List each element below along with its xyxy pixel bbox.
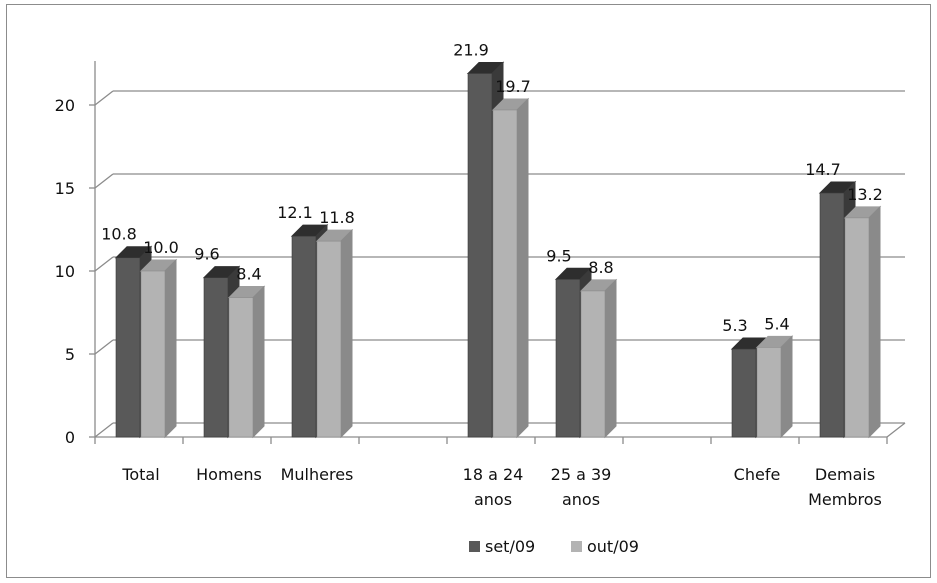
gridline-side bbox=[94, 339, 114, 355]
data-label: 5.4 bbox=[764, 314, 789, 333]
data-label: 14.7 bbox=[805, 160, 841, 179]
x-category-label: Demais bbox=[815, 465, 875, 484]
bar-side bbox=[252, 285, 265, 439]
gridline-side bbox=[94, 173, 114, 189]
legend-swatch bbox=[571, 541, 582, 552]
bar bbox=[580, 290, 606, 438]
data-label: 10.0 bbox=[143, 238, 179, 257]
bar bbox=[316, 240, 342, 438]
bar bbox=[140, 270, 166, 438]
bar bbox=[731, 348, 757, 438]
bar bbox=[228, 297, 254, 438]
data-label: 19.7 bbox=[495, 77, 531, 96]
bar-side bbox=[604, 278, 617, 439]
gridline-side bbox=[94, 90, 114, 106]
gridline-side bbox=[94, 422, 114, 438]
legend-label: out/09 bbox=[587, 537, 639, 556]
bar bbox=[467, 73, 493, 438]
bar-side bbox=[868, 205, 881, 439]
bar-side bbox=[164, 258, 177, 439]
x-category-label: Homens bbox=[196, 465, 262, 484]
bar bbox=[492, 109, 518, 438]
column-chart: 0 5 10 15 20 Total Homens Mulheres 18 a 24 anos 25… bbox=[55, 40, 906, 556]
x-category-label: Mulheres bbox=[281, 465, 354, 484]
x-category-label: 18 a 24 bbox=[463, 465, 524, 484]
data-label: 9.6 bbox=[194, 245, 219, 264]
x-category-label: Membros bbox=[808, 490, 882, 509]
data-label: 21.9 bbox=[453, 40, 489, 59]
bar bbox=[844, 217, 870, 438]
bar-side bbox=[780, 335, 793, 439]
data-labels: 10.8 10.0 9.6 8.4 12.1 11.8 21.9 19.7 9.5 8.8 5.3 5… bbox=[101, 40, 883, 335]
data-label: 10.8 bbox=[101, 225, 137, 244]
legend-swatch bbox=[469, 541, 480, 552]
data-label: 9.5 bbox=[546, 246, 571, 265]
bar bbox=[203, 277, 229, 438]
x-category-label: anos bbox=[474, 490, 512, 509]
bar bbox=[756, 347, 782, 438]
data-label: 13.2 bbox=[847, 185, 883, 204]
x-category-label: 25 a 39 bbox=[551, 465, 612, 484]
data-label: 8.4 bbox=[236, 265, 261, 284]
bar-side bbox=[516, 97, 529, 439]
y-tick-label: 15 bbox=[55, 179, 75, 198]
bar bbox=[291, 235, 317, 438]
y-tick-label: 20 bbox=[55, 96, 75, 115]
bar bbox=[115, 257, 141, 438]
data-label: 5.3 bbox=[722, 316, 747, 335]
bar bbox=[819, 192, 845, 438]
y-tick-label: 10 bbox=[55, 262, 75, 281]
data-label: 8.8 bbox=[588, 258, 613, 277]
x-category-label: anos bbox=[562, 490, 600, 509]
bar-side bbox=[340, 228, 353, 439]
chart-frame: 0 5 10 15 20 Total Homens Mulheres 18 a 24 anos 25… bbox=[6, 4, 931, 578]
x-category-label: Total bbox=[121, 465, 159, 484]
bars bbox=[114, 61, 882, 439]
y-tick-label: 0 bbox=[65, 428, 75, 447]
data-label: 11.8 bbox=[319, 208, 355, 227]
legend: set/09 out/09 bbox=[469, 537, 639, 556]
x-category-label: Chefe bbox=[734, 465, 781, 484]
y-tick-label: 5 bbox=[65, 345, 75, 364]
bar bbox=[555, 278, 581, 438]
data-label: 12.1 bbox=[277, 203, 313, 222]
gridline-side bbox=[94, 256, 114, 272]
floor-edge-right bbox=[886, 422, 906, 438]
legend-label: set/09 bbox=[485, 537, 535, 556]
